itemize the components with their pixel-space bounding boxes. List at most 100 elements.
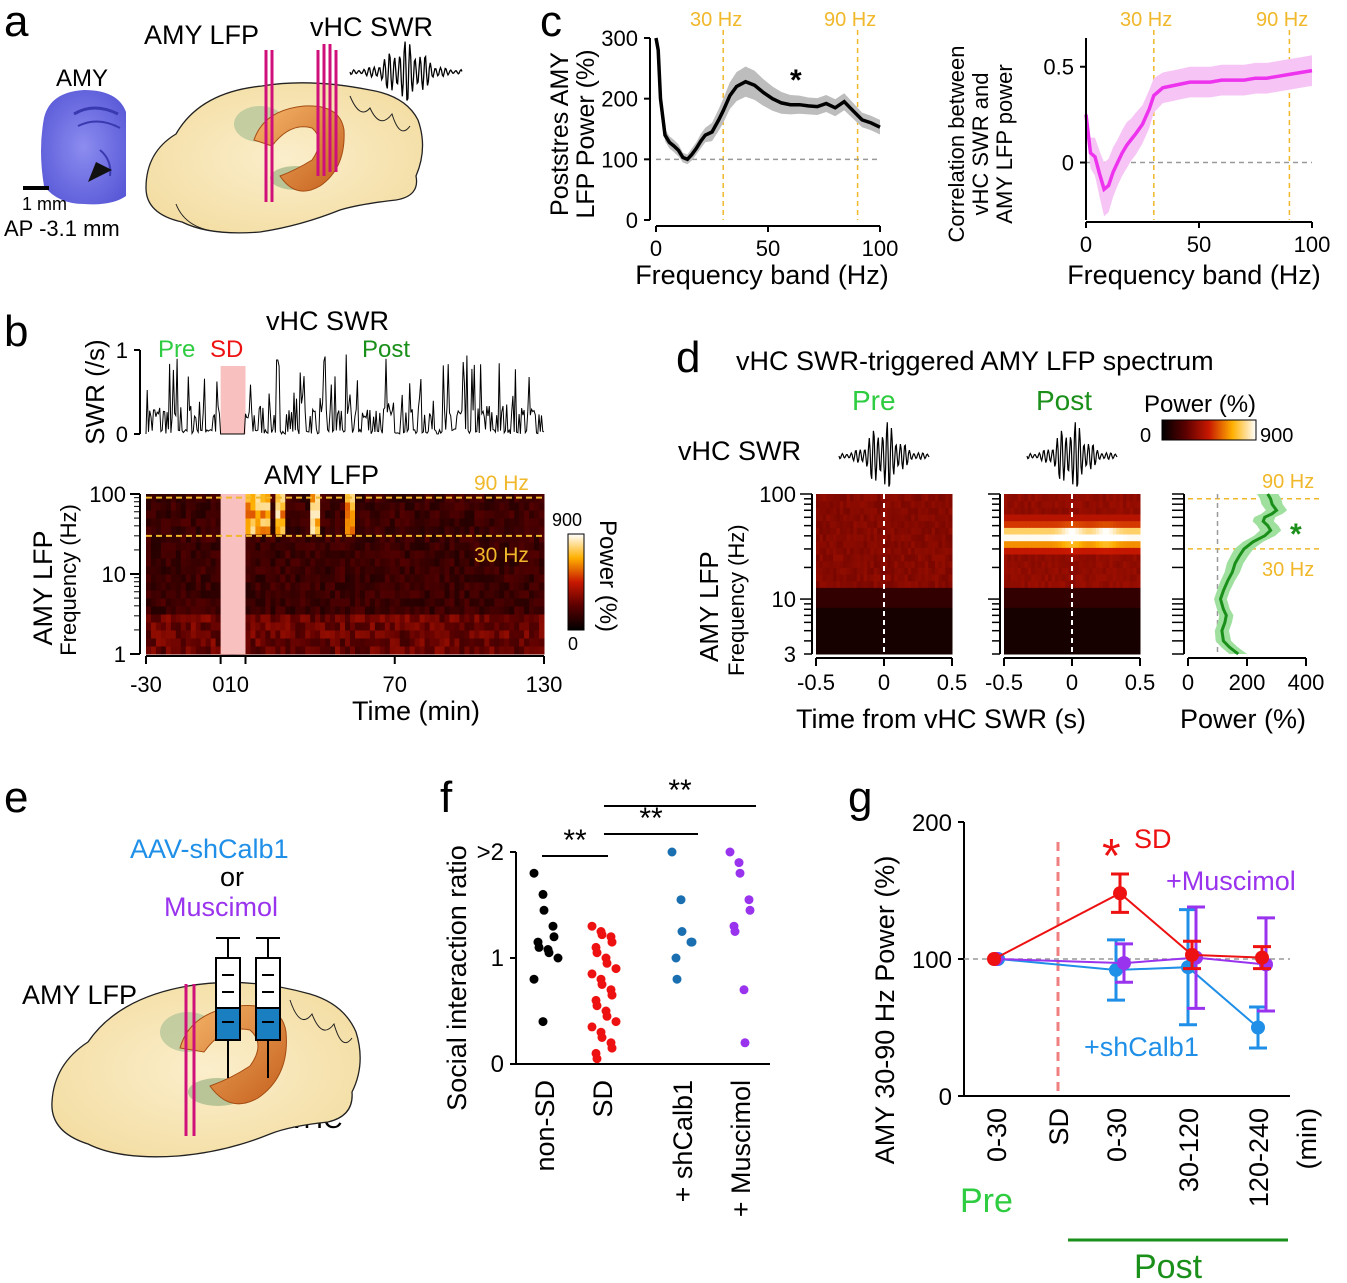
spectrogram-cell bbox=[1051, 627, 1056, 635]
spectrogram-cell bbox=[275, 582, 281, 591]
spectrogram-cell bbox=[877, 607, 882, 615]
spectrogram-cell bbox=[853, 520, 858, 528]
spectrogram-cell bbox=[429, 534, 436, 543]
spectrogram-cell bbox=[340, 638, 346, 647]
correlation-line bbox=[1084, 68, 1313, 193]
spectrogram-cell bbox=[911, 514, 916, 522]
spectrogram-cell bbox=[384, 646, 391, 655]
spectrogram-cell bbox=[315, 622, 321, 631]
spectrogram-cell bbox=[335, 510, 341, 519]
spectrogram-cell bbox=[519, 638, 525, 647]
spectrogram-cell bbox=[1129, 594, 1134, 602]
spectrogram-cell bbox=[1116, 520, 1121, 528]
b-title: vHC SWR bbox=[266, 306, 389, 336]
spectrogram-cell bbox=[146, 646, 152, 655]
spectrogram-cell bbox=[863, 500, 868, 508]
spectrogram-cell bbox=[931, 527, 936, 535]
spectrogram-cell bbox=[330, 502, 336, 511]
spectrogram-cell bbox=[469, 542, 475, 551]
spectrogram-cell bbox=[494, 566, 500, 575]
spectrogram-cell bbox=[1109, 634, 1114, 642]
spectrogram-cell bbox=[1126, 500, 1131, 508]
scale-label: 1 mm bbox=[22, 194, 67, 214]
spectrogram-cell bbox=[305, 590, 311, 599]
spectrogram-cell bbox=[1099, 594, 1104, 602]
spectrogram-cell bbox=[1075, 560, 1080, 568]
spectrogram-cell bbox=[280, 542, 286, 551]
spectrogram-cell bbox=[836, 634, 841, 642]
spectrogram-cell bbox=[210, 518, 217, 527]
spectrogram-cell bbox=[1034, 520, 1039, 528]
spectrogram-cell bbox=[1085, 600, 1090, 608]
spectrogram-cell bbox=[155, 542, 162, 551]
spectrogram-cell bbox=[1010, 520, 1015, 528]
spectrogram-cell bbox=[459, 526, 465, 535]
spectrogram-cell bbox=[935, 494, 939, 502]
spectrogram-cell bbox=[335, 630, 341, 639]
spectrogram-cell bbox=[1112, 520, 1117, 528]
spectrogram-cell bbox=[444, 558, 450, 567]
spectrogram-cell bbox=[907, 607, 912, 615]
spectrogram-cell bbox=[534, 534, 540, 543]
spectrogram-cell bbox=[833, 607, 837, 615]
spectrogram-cell bbox=[1075, 554, 1080, 562]
spectrogram-cell bbox=[1112, 540, 1117, 548]
spectrogram-cell bbox=[901, 627, 905, 635]
spectrogram-cell bbox=[509, 638, 515, 647]
spectrogram-cell bbox=[474, 558, 480, 567]
spectrogram-cell bbox=[340, 518, 346, 527]
spectrogram-cell bbox=[170, 590, 177, 599]
spectrogram-cell bbox=[911, 547, 916, 555]
spectrogram-cell bbox=[529, 526, 535, 535]
spectrogram-cell bbox=[1048, 494, 1053, 502]
spectrogram-cell bbox=[524, 534, 530, 543]
spectrogram-cell bbox=[1058, 600, 1063, 608]
spectrogram-cell bbox=[474, 590, 480, 599]
spectrogram-cell bbox=[1041, 567, 1046, 575]
spectrogram-cell bbox=[853, 634, 858, 642]
spectrogram-cell bbox=[190, 598, 197, 607]
spectrogram-cell bbox=[1099, 587, 1104, 595]
spectrogram-cell bbox=[275, 614, 281, 623]
spectrogram-cell bbox=[829, 614, 834, 622]
spectrogram-cell bbox=[285, 526, 291, 535]
spectrogram-cell bbox=[1129, 507, 1134, 515]
spectrogram-cell bbox=[816, 560, 820, 568]
spectrogram-cell bbox=[1004, 534, 1008, 542]
spectrogram-cell bbox=[454, 526, 460, 535]
spectrogram-cell bbox=[1109, 620, 1114, 628]
spectrogram-cell bbox=[938, 560, 943, 568]
spectrogram-cell bbox=[205, 598, 212, 607]
spectrogram-cell bbox=[1007, 614, 1012, 622]
spectrogram-cell bbox=[911, 540, 916, 548]
d-star: * bbox=[1290, 518, 1302, 551]
spectrogram-cell bbox=[1051, 527, 1056, 535]
spectrogram-cell bbox=[843, 580, 848, 588]
spectrogram-cell bbox=[419, 630, 426, 639]
spectrogram-cell bbox=[897, 507, 902, 515]
spectrogram-cell bbox=[836, 600, 841, 608]
spectrogram-cell bbox=[1021, 554, 1025, 562]
spectrogram-cell bbox=[945, 620, 950, 628]
spectrogram-cell bbox=[1129, 494, 1134, 502]
spectrogram-cell bbox=[1085, 547, 1090, 555]
spectrogram-cell bbox=[836, 627, 841, 635]
spectrogram-cell bbox=[1004, 607, 1008, 615]
spectrogram-cell bbox=[195, 542, 202, 551]
spectrogram-cell bbox=[1136, 634, 1141, 642]
spectrogram-cell bbox=[931, 594, 936, 602]
spectrogram-cell bbox=[1034, 560, 1039, 568]
spectrogram-cell bbox=[359, 502, 366, 511]
spectrogram-cell bbox=[1133, 634, 1138, 642]
spectrogram-cell bbox=[200, 614, 207, 623]
spectrogram-cell bbox=[1058, 547, 1063, 555]
d-title: vHC SWR-triggered AMY LFP spectrum bbox=[736, 346, 1214, 376]
spectrogram-cell bbox=[215, 502, 222, 511]
spectrogram-cell bbox=[160, 566, 167, 575]
spectrogram-cell bbox=[1129, 640, 1134, 648]
spectrogram-cell bbox=[394, 558, 401, 567]
spectrogram-cell bbox=[389, 510, 396, 519]
spectrogram-cell bbox=[335, 534, 341, 543]
spectrogram-cell bbox=[170, 582, 177, 591]
spectrogram-cell bbox=[1078, 574, 1083, 582]
